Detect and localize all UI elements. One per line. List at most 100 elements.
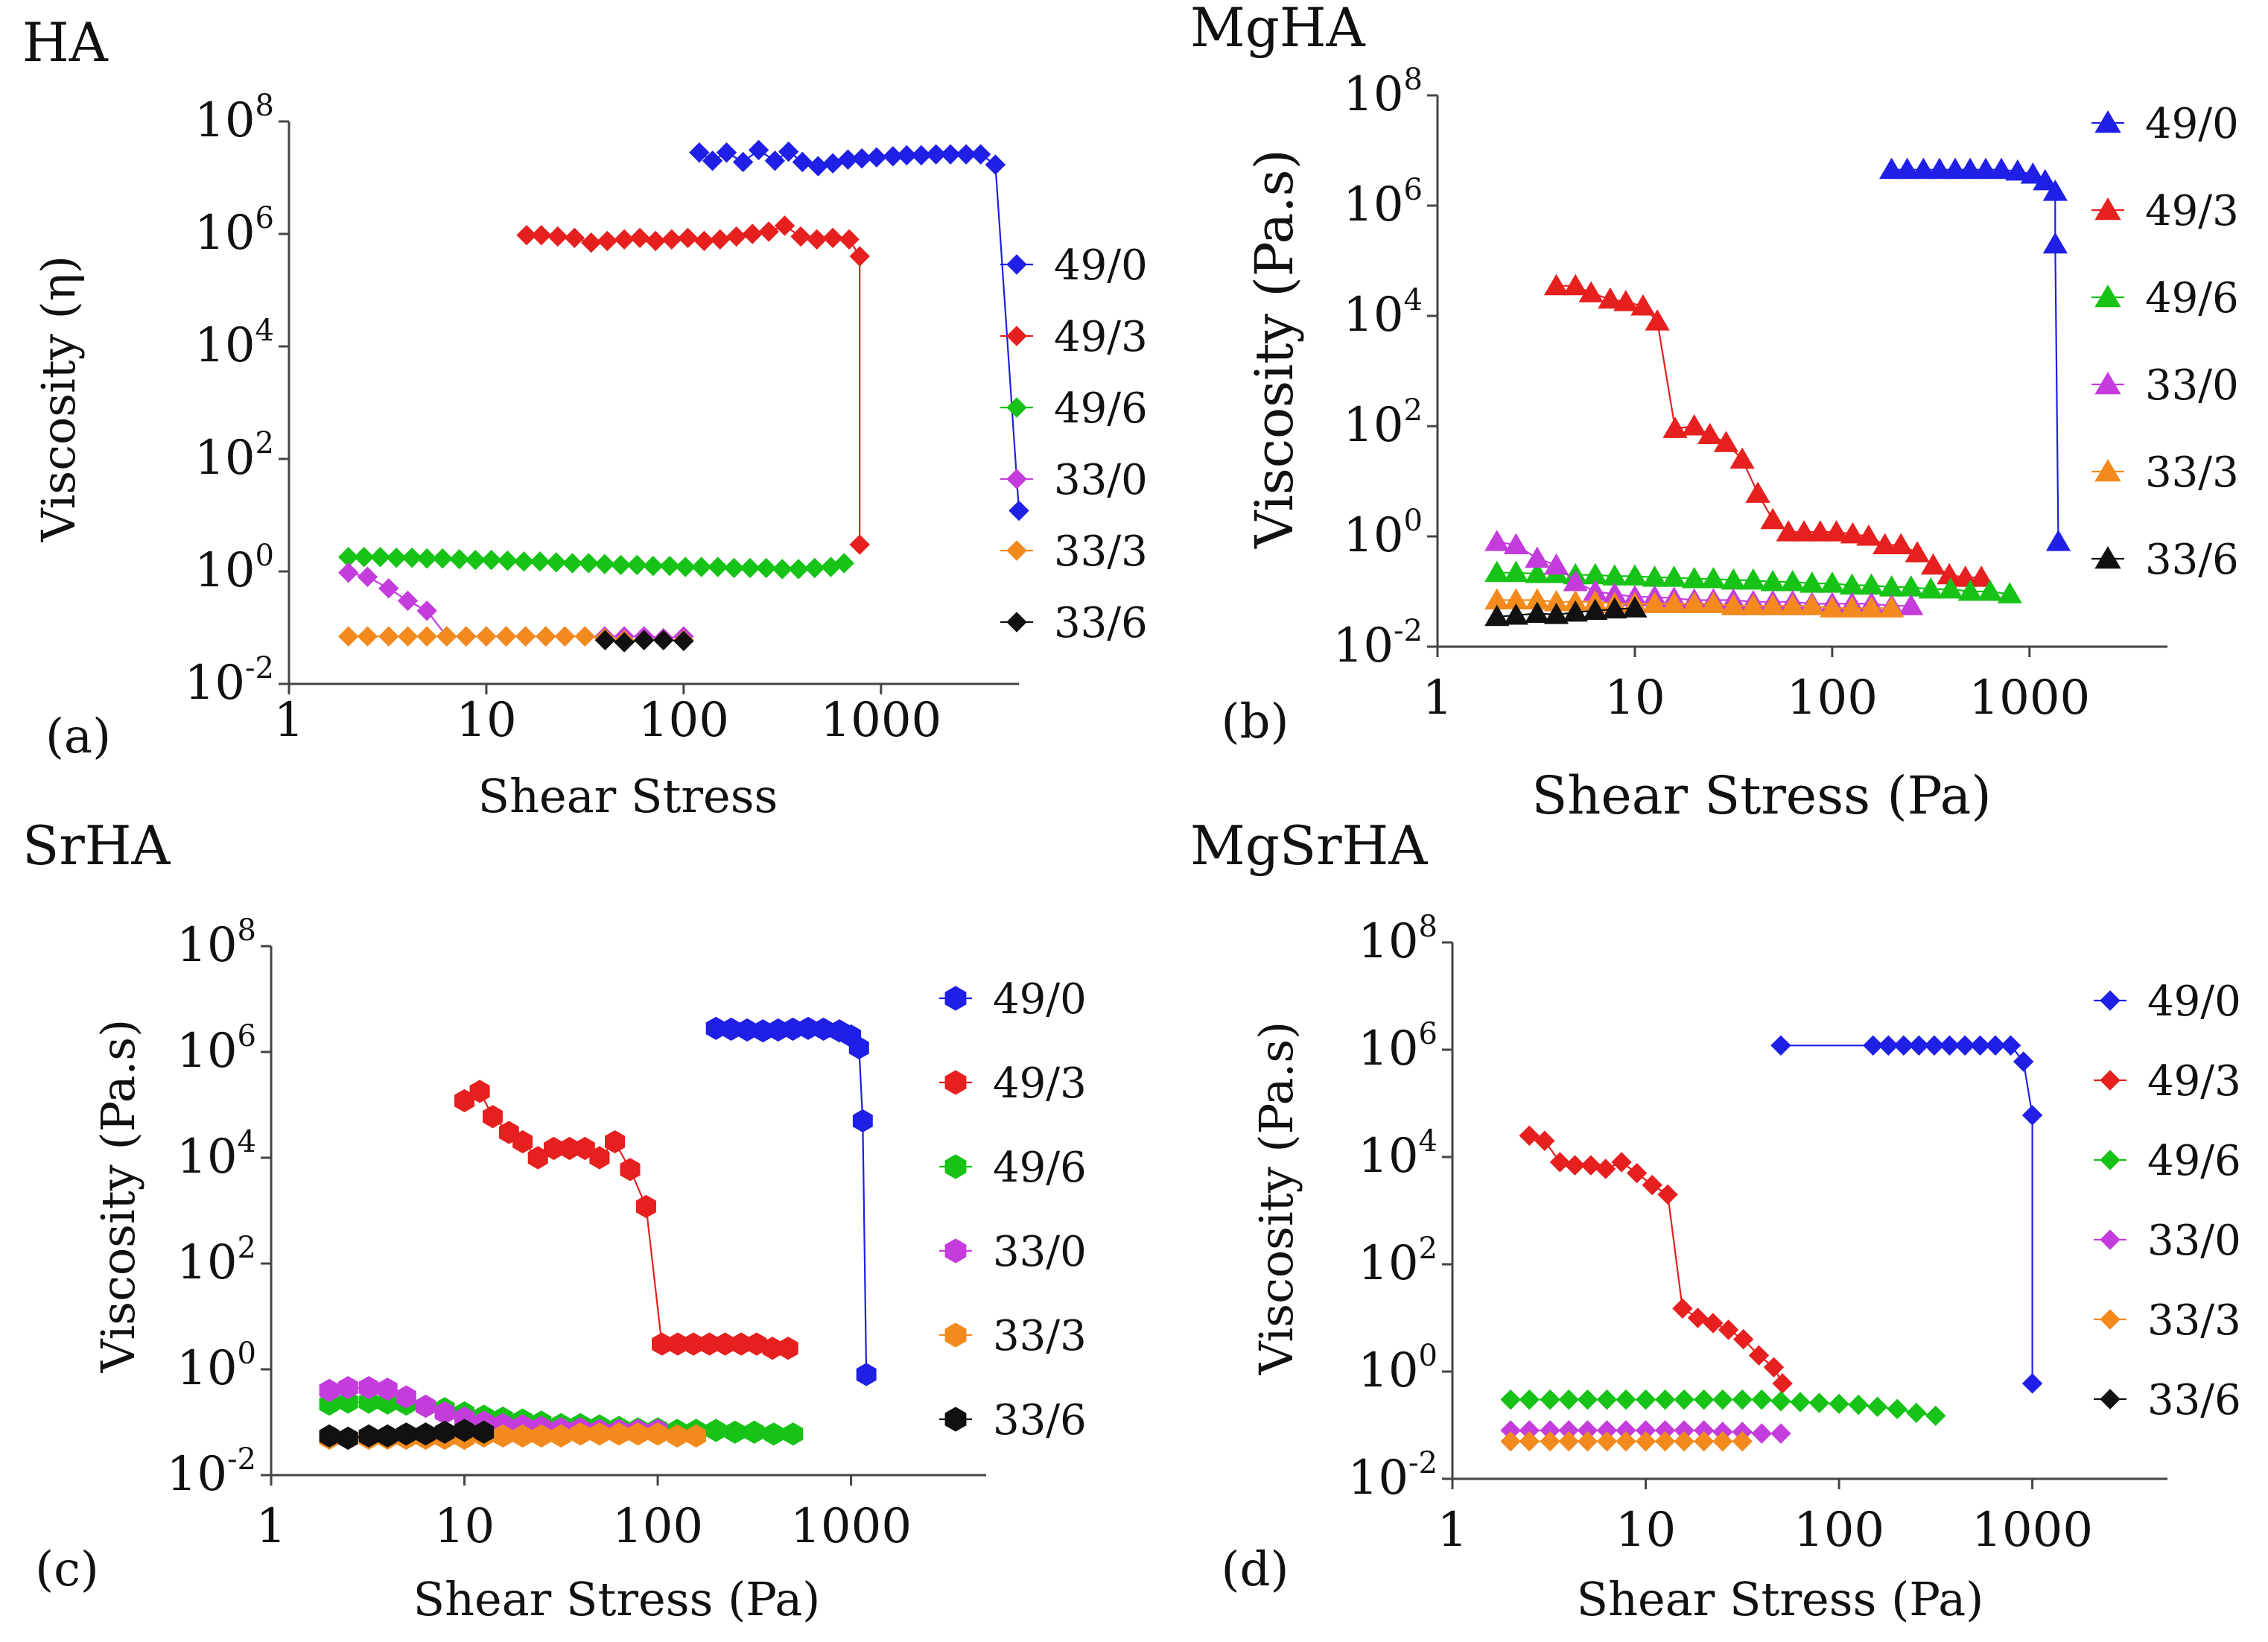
legend-item: 49/3 — [2091, 187, 2239, 235]
data-point — [1858, 596, 1884, 618]
panel-label: (a) — [45, 709, 111, 764]
legend-item: 33/3 — [2094, 1296, 2241, 1345]
legend-marker — [944, 1154, 967, 1179]
legend-label: 49/0 — [2145, 100, 2239, 148]
data-point — [1697, 422, 1723, 444]
data-point — [1973, 157, 1998, 180]
y-tick-label: 100 — [1358, 1339, 1438, 1398]
data-point — [839, 229, 860, 250]
data-point — [1700, 592, 1726, 613]
x-axis-label: Shear Stress — [478, 769, 778, 823]
legend-marker — [2094, 197, 2121, 221]
legend-marker — [2094, 372, 2121, 395]
data-point — [416, 600, 437, 621]
data-point — [822, 153, 843, 174]
data-point — [2013, 1051, 2034, 1072]
legend-marker — [944, 986, 967, 1011]
data-point — [578, 553, 600, 574]
data-point — [1642, 1174, 1662, 1196]
data-point — [1939, 1035, 1960, 1056]
legend-marker — [2094, 110, 2121, 133]
data-point — [1770, 1423, 1791, 1444]
data-point — [1770, 1035, 1791, 1056]
data-point — [465, 549, 486, 571]
legend-label: 49/3 — [1054, 313, 1148, 361]
legend-item: 33/6 — [2094, 1376, 2241, 1424]
x-tick-label: 10 — [456, 693, 516, 748]
data-point — [634, 630, 655, 650]
legend-item: 49/0 — [2094, 977, 2241, 1026]
data-point — [758, 221, 779, 242]
series-33-6 — [1484, 596, 1648, 627]
data-point — [643, 555, 664, 577]
data-point — [516, 224, 537, 246]
data-point — [1543, 273, 1569, 296]
data-point — [710, 229, 731, 250]
x-axis-label: Shear Stress (Pa) — [1577, 1572, 1984, 1626]
legend-marker — [2100, 1150, 2121, 1170]
legend-marker — [2094, 285, 2121, 308]
data-point — [1558, 1430, 1579, 1452]
data-point — [1682, 566, 1707, 589]
legend-item: 33/3 — [2091, 448, 2239, 497]
legend-marker — [2100, 1309, 2121, 1330]
data-point — [454, 1418, 474, 1442]
data-point — [497, 550, 518, 571]
data-point — [1918, 577, 1943, 599]
data-point — [2045, 530, 2071, 551]
data-point — [480, 549, 502, 571]
legend-item: 33/0 — [2094, 1217, 2241, 1265]
data-point — [856, 1363, 877, 1386]
legend-label: 33/3 — [1054, 527, 1148, 576]
data-point — [783, 1422, 804, 1446]
data-point — [970, 144, 991, 165]
legend-item: 49/3 — [939, 1059, 1087, 1108]
data-point — [386, 547, 407, 568]
data-point — [1583, 598, 1608, 621]
data-point — [849, 246, 870, 267]
data-point — [774, 215, 795, 236]
data-point — [1823, 520, 1849, 542]
data-point — [852, 1109, 873, 1132]
series-line — [527, 224, 861, 545]
series-line — [716, 1027, 868, 1375]
y-axis-label: Viscosity (Pa.s) — [1244, 149, 1305, 549]
y-tick-label: 102 — [194, 426, 274, 486]
data-point — [2020, 162, 2045, 184]
data-point — [554, 626, 576, 647]
data-point — [1602, 597, 1627, 619]
data-point — [1577, 1389, 1598, 1410]
legend-marker — [944, 1238, 967, 1264]
data-point — [1543, 603, 1569, 624]
data-point — [597, 230, 617, 252]
data-point — [1763, 1357, 1785, 1378]
legend-label: 33/6 — [993, 1396, 1087, 1445]
data-point — [1808, 520, 1833, 542]
data-point — [594, 554, 615, 574]
data-point — [614, 632, 635, 653]
legend-item: 33/6 — [1000, 599, 1148, 647]
data-point — [1662, 416, 1688, 438]
data-point — [2033, 168, 2058, 191]
data-point — [1682, 592, 1707, 613]
data-point — [1596, 1430, 1618, 1452]
data-point — [396, 1385, 416, 1409]
y-tick-label: 10-2 — [1333, 614, 1423, 673]
data-point — [416, 548, 437, 569]
data-point — [1693, 1430, 1715, 1452]
legend-item: 49/0 — [2091, 100, 2239, 148]
data-point — [1661, 592, 1687, 613]
x-tick-label: 100 — [612, 1499, 703, 1554]
data-point — [833, 553, 854, 574]
y-tick-label: 108 — [194, 89, 274, 148]
data-point — [792, 151, 813, 173]
data-point — [1703, 1313, 1724, 1334]
legend-item: 49/3 — [2094, 1057, 2241, 1106]
data-point — [1905, 541, 1930, 562]
x-tick-label: 1 — [1423, 671, 1453, 726]
legend-item: 49/6 — [2094, 1137, 2241, 1185]
data-point — [378, 578, 399, 599]
data-point — [742, 224, 763, 244]
series-49-0 — [1879, 157, 2071, 551]
